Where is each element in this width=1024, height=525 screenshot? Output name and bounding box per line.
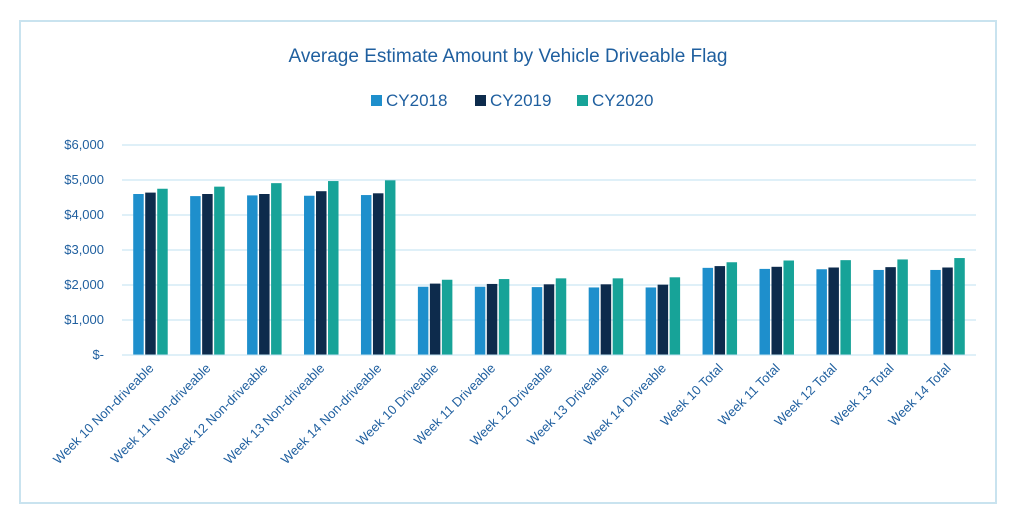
x-tick-label: Week 11 Non-driveable <box>108 361 214 467</box>
bar-cy2018 <box>759 268 770 355</box>
bar-cy2019 <box>259 194 270 355</box>
bar-cy2020 <box>726 262 738 355</box>
bar-cy2020 <box>783 260 794 355</box>
bar-cy2020 <box>157 188 168 355</box>
y-tick-label: $2,000 <box>64 277 104 292</box>
bar-cy2020 <box>555 278 567 355</box>
legend-label: CY2019 <box>490 91 551 110</box>
bar-cy2019 <box>771 266 782 355</box>
bar-cy2020 <box>384 180 396 355</box>
bar-cy2020 <box>954 258 965 355</box>
bar-cy2019 <box>372 193 384 355</box>
y-tick-label: $3,000 <box>64 242 104 257</box>
legend-swatch <box>475 95 486 106</box>
x-tick-label: Week 14 Non-driveable <box>278 361 385 468</box>
bar-cy2018 <box>133 194 144 355</box>
bar-cy2020 <box>498 279 510 355</box>
bar-cy2018 <box>531 287 543 355</box>
bar-cy2018 <box>360 195 372 355</box>
bar-cy2018 <box>474 286 486 355</box>
bar-cy2019 <box>543 284 555 355</box>
bar-cy2019 <box>885 267 896 355</box>
bar-cy2020 <box>441 279 453 355</box>
bar-cy2018 <box>417 286 429 355</box>
legend-swatch <box>577 95 588 106</box>
bar-cy2020 <box>214 186 225 355</box>
bar-cy2019 <box>828 267 839 355</box>
bar-cy2019 <box>657 284 669 355</box>
y-axis: $- $1,000 $2,000 $3,000 $4,000 $5,000 $6,000 <box>64 137 104 362</box>
bar-cy2020 <box>669 277 681 355</box>
bar-cy2019 <box>145 192 156 355</box>
bar-cy2019 <box>942 267 953 355</box>
x-tick-label: Week 13 Non-driveable <box>221 361 328 468</box>
bar-cy2019 <box>486 283 498 355</box>
legend: CY2018 CY2019 CY2020 <box>371 91 653 110</box>
x-tick-label: Week 12 Non-driveable <box>164 361 271 468</box>
bar-cy2018 <box>304 195 315 355</box>
y-tick-label: $- <box>92 347 104 362</box>
y-tick-label: $4,000 <box>64 207 104 222</box>
bar-cy2019 <box>202 194 213 355</box>
chart-frame <box>19 20 997 504</box>
x-tick-label: Week 10 Non-driveable <box>50 361 157 468</box>
bar-cy2018 <box>816 269 827 355</box>
bars <box>122 180 976 356</box>
bar-cy2020 <box>328 181 339 355</box>
bar-cy2018 <box>873 269 884 355</box>
bar-cy2019 <box>714 266 726 355</box>
bar-cy2020 <box>271 183 282 355</box>
bar-cy2020 <box>840 260 851 355</box>
y-tick-label: $6,000 <box>64 137 104 152</box>
y-tick-label: $5,000 <box>64 172 104 187</box>
bar-cy2019 <box>316 191 327 355</box>
bar-cy2018 <box>190 196 201 355</box>
chart-title: Average Estimate Amount by Vehicle Drive… <box>289 46 728 67</box>
legend-swatch <box>371 95 382 106</box>
y-tick-label: $1,000 <box>64 312 104 327</box>
bar-cy2018 <box>702 267 714 355</box>
bar-cy2019 <box>429 283 441 355</box>
legend-label: CY2018 <box>386 91 447 110</box>
legend-label: CY2020 <box>592 91 653 110</box>
bar-cy2020 <box>897 259 908 355</box>
bar-cy2018 <box>930 269 941 355</box>
bar-cy2018 <box>247 195 258 355</box>
bar-cy2020 <box>612 278 624 355</box>
bar-cy2019 <box>600 284 612 355</box>
bar-cy2018 <box>588 287 600 355</box>
bar-cy2018 <box>645 287 657 355</box>
